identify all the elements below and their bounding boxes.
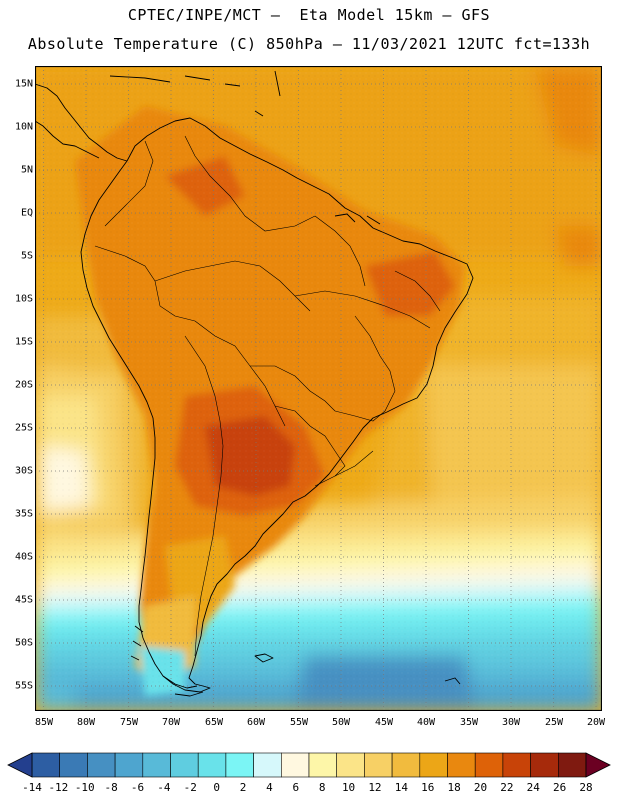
lon-label-70w: 70W xyxy=(161,717,181,728)
colorbar-cell xyxy=(87,752,116,778)
colorbar-label: -8 xyxy=(104,781,118,794)
lon-label-50w: 50W xyxy=(331,717,351,728)
colorbar-cell xyxy=(308,752,338,778)
colorbar-label: 18 xyxy=(447,781,461,794)
colorbar-cell xyxy=(530,752,559,778)
colorbar-label: 20 xyxy=(473,781,488,794)
lon-label-25w: 25W xyxy=(544,717,564,728)
colorbar-label: -14 xyxy=(22,781,42,794)
lat-label-5n: 5N xyxy=(20,164,33,176)
colorbar-cell xyxy=(419,752,448,778)
colorbar-label: 10 xyxy=(341,781,356,794)
lon-label-75w: 75W xyxy=(119,717,139,728)
lat-label-25s: 25S xyxy=(14,422,33,434)
lon-label-20w: 20W xyxy=(586,717,606,728)
lat-label-15s: 15S xyxy=(14,336,33,348)
map-panel[interactable] xyxy=(35,66,602,711)
colorbar-label: 24 xyxy=(526,781,540,794)
colorbar-label: 26 xyxy=(552,781,567,794)
lat-label-5s: 5S xyxy=(20,250,33,262)
lat-label-45s: 45S xyxy=(14,594,33,606)
lat-label-55s: 55S xyxy=(14,680,33,692)
colorbar-label: 12 xyxy=(368,781,382,794)
lat-label-35s: 35S xyxy=(14,508,33,520)
colorbar-label: 14 xyxy=(394,781,408,794)
title-variable: Absolute Temperature (C) 850hPa – 11/03/… xyxy=(27,35,591,53)
colorbar-cell xyxy=(336,752,365,778)
colorbar-label: -6 xyxy=(130,781,145,794)
lon-label-65w: 65W xyxy=(204,717,224,728)
colorbar-label: 8 xyxy=(318,781,326,794)
colorbar-cell xyxy=(364,752,393,778)
lon-label-60w: 60W xyxy=(246,717,266,728)
colorbar-label: 0 xyxy=(213,781,220,794)
colorbar-cell xyxy=(502,752,531,778)
colorbar-cell xyxy=(142,752,171,778)
colorbar-label: -2 xyxy=(183,781,197,794)
lon-label-40w: 40W xyxy=(416,717,436,728)
colorbar-cell xyxy=(391,752,421,778)
colorbar-cell xyxy=(31,752,61,778)
lon-label-30w: 30W xyxy=(501,717,521,728)
colorbar-cell xyxy=(170,752,199,778)
colorbar-label: 22 xyxy=(500,781,514,794)
colorbar-label: 28 xyxy=(579,781,593,794)
colorbar-cell xyxy=(59,752,88,778)
lat-label-30s: 30S xyxy=(14,465,33,477)
colorbar-label: 4 xyxy=(266,781,273,794)
colorbar-max-arrow xyxy=(585,752,611,778)
colorbar-cell xyxy=(474,752,504,778)
colorbar-label: 6 xyxy=(292,781,300,794)
lat-label-15n: 15N xyxy=(14,78,33,90)
lon-label-85w: 85W xyxy=(34,717,54,728)
colorbar xyxy=(7,752,611,778)
temperature-map[interactable] xyxy=(35,66,602,711)
lat-label-10n: 10N xyxy=(14,121,33,133)
lat-label-20s: 20S xyxy=(14,379,33,391)
colorbar-label: 2 xyxy=(239,781,247,794)
colorbar-cell xyxy=(114,752,144,778)
south-america-coast xyxy=(80,117,474,693)
lat-label-10s: 10S xyxy=(14,293,33,305)
lon-label-55w: 55W xyxy=(289,717,309,728)
colorbar-cell xyxy=(447,752,476,778)
title-model: CPTEC/INPE/MCT – Eta Model 15km – GFS xyxy=(127,6,491,24)
lon-label-35w: 35W xyxy=(459,717,479,728)
colorbar-label: 16 xyxy=(421,781,435,794)
colorbar-cell xyxy=(253,752,282,778)
lat-label-eq: EQ xyxy=(20,207,33,219)
colorbar-cell xyxy=(225,752,254,778)
central-america-coast xyxy=(35,83,128,162)
colorbar-label: -12 xyxy=(48,781,69,794)
colorbar-label: -4 xyxy=(157,781,171,794)
colorbar-cell xyxy=(197,752,227,778)
lat-label-50s: 50S xyxy=(14,637,33,649)
lat-label-40s: 40S xyxy=(14,551,33,563)
colorbar-min-arrow xyxy=(7,752,33,778)
colorbar-cell xyxy=(280,752,310,778)
lon-label-80w: 80W xyxy=(76,717,96,728)
colorbar-cell xyxy=(557,752,587,778)
colorbar-label: -10 xyxy=(74,781,95,794)
lon-label-45w: 45W xyxy=(374,717,394,728)
